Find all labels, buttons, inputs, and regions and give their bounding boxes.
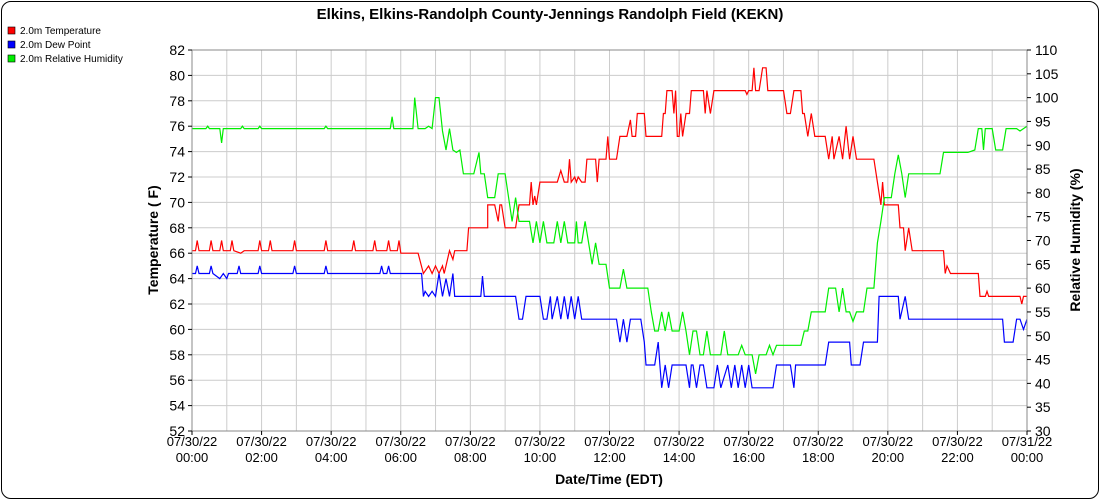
legend: 2.0m Temperature 2.0m Dew Point 2.0m Relat…: [7, 26, 123, 65]
x-tick-date-label: 07/30/22: [932, 434, 983, 449]
y2-axis-label: Relative Humidity (%): [1067, 168, 1083, 311]
y2-tick-label: 50: [1035, 328, 1051, 344]
y-axis-ticks: 52 54 56 58 60 62 64 66 68 70 72 74 76 78 80 82: [169, 42, 192, 439]
x-tick-date-label: 07/30/22: [167, 434, 218, 449]
x-axis-ticks: 07/30/2200:0007/30/2202:0007/30/2204:000…: [167, 431, 1053, 465]
x-tick-date-label: 07/30/22: [584, 434, 635, 449]
y2-tick-label: 35: [1035, 399, 1051, 415]
x-tick-date-label: 07/30/22: [515, 434, 566, 449]
series-line-2-0m-relative-humidity: [192, 96, 1028, 375]
x-tick-time-label: 08:00: [454, 450, 487, 465]
x-tick-time-label: 00:00: [176, 450, 209, 465]
legend-swatch: [7, 40, 16, 49]
x-tick-time-label: 18:00: [802, 450, 835, 465]
y-tick-label: 66: [169, 245, 185, 261]
y-tick-label: 78: [169, 93, 185, 109]
y2-tick-label: 70: [1035, 233, 1051, 249]
x-tick-time-label: 12:00: [593, 450, 626, 465]
x-tick-date-label: 07/30/22: [654, 434, 705, 449]
y-axis-label: Temperature ( F): [145, 185, 161, 294]
y-tick-label: 54: [169, 398, 185, 414]
series-line-2-0m-temperature: [192, 67, 1027, 305]
x-tick-date-label: 07/30/22: [445, 434, 496, 449]
grid: [191, 49, 1028, 432]
y-tick-label: 80: [169, 67, 185, 83]
legend-label: 2.0m Temperature: [20, 26, 101, 37]
y-tick-label: 56: [169, 372, 185, 388]
series-layer: [192, 67, 1028, 389]
y-tick-label: 70: [169, 194, 185, 210]
y2-tick-label: 100: [1035, 90, 1059, 106]
x-tick-time-label: 04:00: [315, 450, 348, 465]
y2-axis-ticks: 30 35 40 45 50 55 60 65 70 75 80 85 90 95 100 105 110: [1027, 42, 1059, 439]
y2-tick-label: 105: [1035, 66, 1059, 82]
x-tick-time-label: 06:00: [384, 450, 417, 465]
legend-swatch: [7, 54, 16, 63]
y-tick-label: 68: [169, 220, 185, 236]
x-tick-time-label: 10:00: [524, 450, 557, 465]
y-tick-label: 52: [169, 423, 185, 439]
x-tick-time-label: 20:00: [872, 450, 905, 465]
x-tick-date-label: 07/30/22: [793, 434, 844, 449]
x-axis-label: Date/Time (EDT): [555, 471, 663, 487]
x-tick-time-label: 02:00: [245, 450, 278, 465]
y2-tick-label: 75: [1035, 209, 1051, 225]
y2-tick-label: 30: [1035, 423, 1051, 439]
x-tick-date-label: 07/31/22: [1002, 434, 1053, 449]
x-tick-time-label: 16:00: [732, 450, 765, 465]
y2-tick-label: 40: [1035, 375, 1051, 391]
y-tick-label: 72: [169, 169, 185, 185]
y2-tick-label: 80: [1035, 185, 1051, 201]
x-tick-time-label: 22:00: [941, 450, 974, 465]
x-tick-time-label: 14:00: [663, 450, 696, 465]
y2-tick-label: 55: [1035, 304, 1051, 320]
y-tick-label: 74: [169, 144, 185, 160]
x-tick-date-label: 07/30/22: [723, 434, 774, 449]
y-tick-label: 76: [169, 118, 185, 134]
y2-tick-label: 90: [1035, 137, 1051, 153]
y2-tick-label: 85: [1035, 161, 1051, 177]
y-tick-label: 58: [169, 347, 185, 363]
series-line-2-0m-dew-point: [192, 265, 1028, 389]
legend-swatch: [7, 26, 16, 35]
x-tick-date-label: 07/30/22: [236, 434, 287, 449]
y2-tick-label: 60: [1035, 280, 1051, 296]
legend-label: 2.0m Relative Humidity: [20, 54, 123, 65]
x-tick-date-label: 07/30/22: [863, 434, 914, 449]
y2-tick-label: 110: [1035, 42, 1058, 58]
y2-tick-label: 65: [1035, 256, 1051, 272]
x-tick-time-label: 00:00: [1011, 450, 1044, 465]
y-tick-label: 82: [169, 42, 185, 58]
x-tick-date-label: 07/30/22: [306, 434, 357, 449]
y-tick-label: 62: [169, 296, 185, 312]
y2-tick-label: 45: [1035, 352, 1051, 368]
y2-tick-label: 95: [1035, 113, 1051, 129]
y-tick-label: 64: [169, 271, 185, 287]
x-tick-date-label: 07/30/22: [375, 434, 426, 449]
y-tick-label: 60: [169, 321, 185, 337]
legend-label: 2.0m Dew Point: [20, 40, 91, 51]
chart-title: Elkins, Elkins-Randolph County-Jennings …: [317, 6, 784, 23]
